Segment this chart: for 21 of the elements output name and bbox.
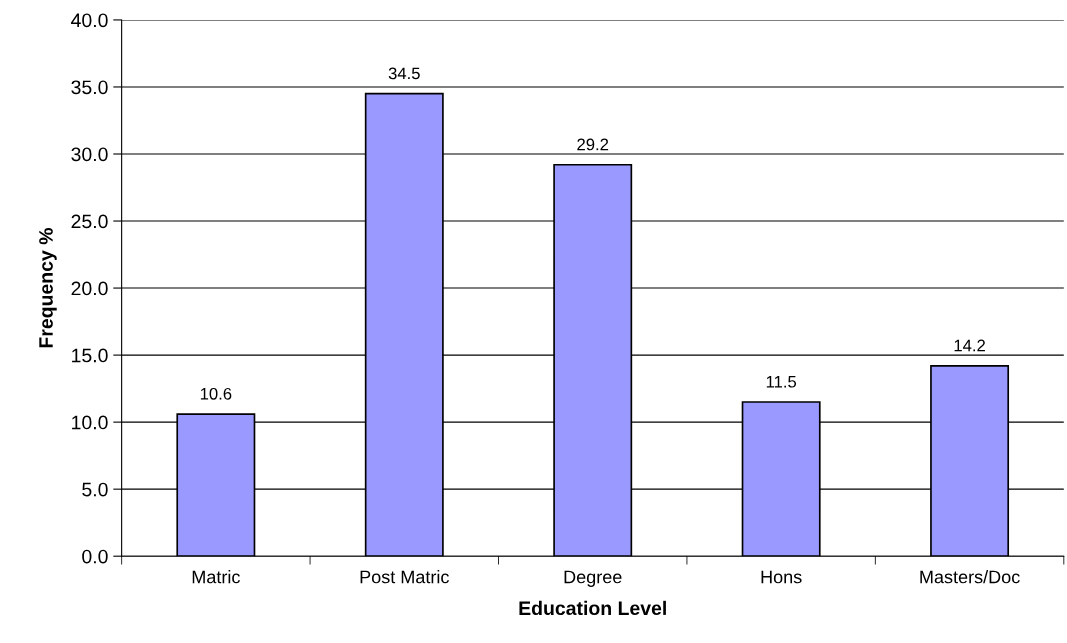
data-label: 11.5 — [766, 375, 797, 388]
x-tick-label: Masters/Doc — [920, 570, 1020, 584]
x-tick-label: Post Matric — [360, 570, 449, 584]
y-tick-label: 5.0 — [82, 482, 108, 497]
y-tick-label: 25.0 — [71, 214, 108, 229]
y-tick-label: 35.0 — [71, 80, 108, 95]
data-label: 29.2 — [577, 138, 609, 151]
y-tick-label: 20.0 — [71, 281, 108, 296]
y-tick-label: 30.0 — [71, 147, 108, 162]
data-label: 14.2 — [954, 339, 985, 352]
y-tick-label: 0.0 — [82, 549, 108, 564]
data-label: 34.5 — [388, 67, 420, 80]
x-tick-label: Matric — [192, 570, 240, 584]
x-tick-label: Degree — [564, 570, 622, 587]
x-axis-title: Education Level — [519, 600, 666, 616]
y-tick-label: 10.0 — [72, 415, 108, 430]
y-axis-title: Frequency % — [39, 228, 57, 348]
y-tick-label: 40.0 — [71, 13, 108, 28]
y-tick-label: 15.0 — [72, 348, 108, 363]
data-label: 10.6 — [200, 387, 232, 400]
x-tick-label: Hons — [761, 570, 802, 584]
